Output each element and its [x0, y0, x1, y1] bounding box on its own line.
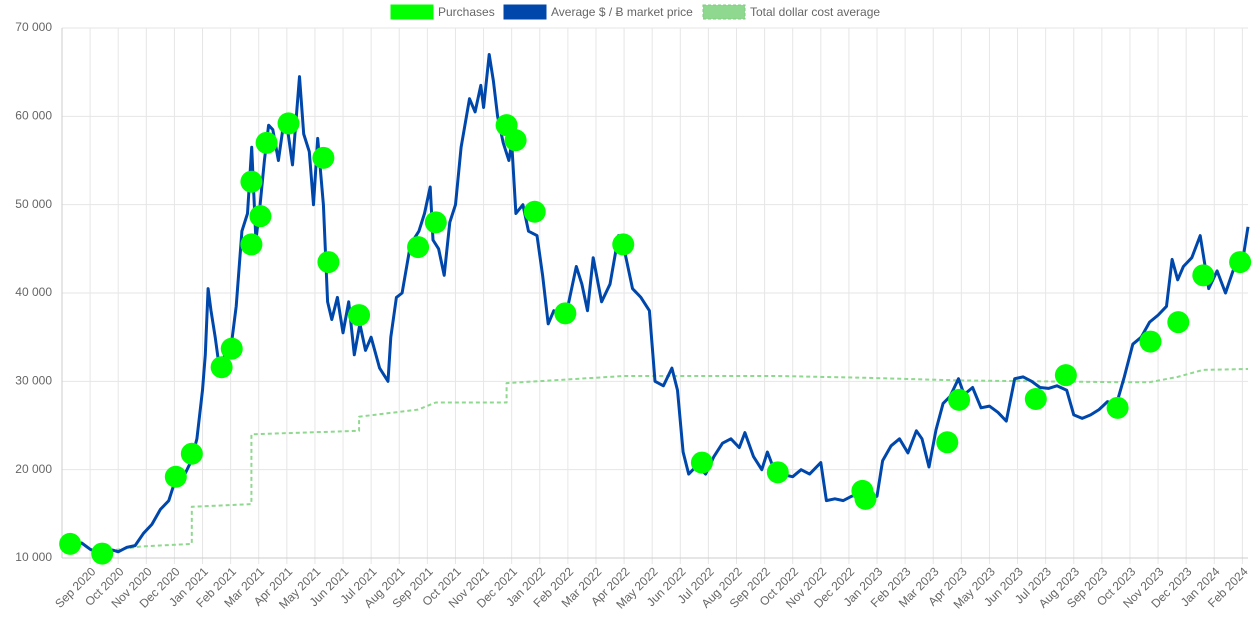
purchase-point	[504, 129, 527, 152]
purchase-point	[317, 251, 340, 274]
purchase-point	[1024, 388, 1047, 410]
y-tick-label: 60 000	[15, 109, 52, 123]
purchase-point	[249, 205, 272, 228]
purchase-point	[210, 356, 233, 379]
purchase-point	[240, 170, 263, 193]
purchase-point	[1106, 396, 1129, 419]
legend-swatch	[390, 4, 434, 20]
purchase-point	[936, 431, 959, 454]
legend-swatch	[503, 4, 547, 20]
y-tick-label: 30 000	[15, 374, 52, 388]
y-tick-label: 70 000	[15, 20, 52, 34]
purchase-point	[1229, 251, 1252, 274]
y-tick-label: 10 000	[15, 550, 52, 564]
purchase-point	[1192, 264, 1215, 287]
purchase-point	[348, 304, 371, 327]
purchase-point	[255, 131, 278, 154]
purchase-point	[59, 532, 82, 555]
dca-line	[102, 368, 1249, 553]
purchase-point	[523, 200, 546, 223]
price-line	[60, 53, 1250, 556]
purchase-point	[312, 146, 335, 169]
purchase-point	[948, 388, 971, 411]
purchase-point	[180, 442, 203, 465]
y-tick-label: 20 000	[15, 462, 52, 476]
purchase-point	[277, 112, 300, 135]
purchase-point	[612, 233, 635, 256]
purchase-point	[690, 451, 713, 474]
purchase-point	[1054, 364, 1077, 387]
purchase-point	[1139, 330, 1162, 353]
legend-swatch	[702, 4, 746, 20]
legend-label: Purchases	[438, 5, 495, 19]
legend-label: Average $ / Ƀ market price	[551, 5, 693, 19]
purchase-point	[220, 337, 243, 360]
purchase-point	[91, 542, 114, 565]
purchase-point	[1167, 311, 1190, 334]
purchase-point	[240, 233, 263, 256]
purchase-point	[424, 211, 447, 234]
legend-label: Total dollar cost average	[750, 5, 880, 19]
purchase-point	[554, 302, 577, 325]
y-tick-label: 40 000	[15, 285, 52, 299]
purchase-point	[766, 461, 789, 484]
purchase-point	[854, 487, 877, 510]
purchase-point	[407, 236, 430, 259]
y-tick-label: 50 000	[15, 197, 52, 211]
purchase-point	[164, 465, 187, 488]
